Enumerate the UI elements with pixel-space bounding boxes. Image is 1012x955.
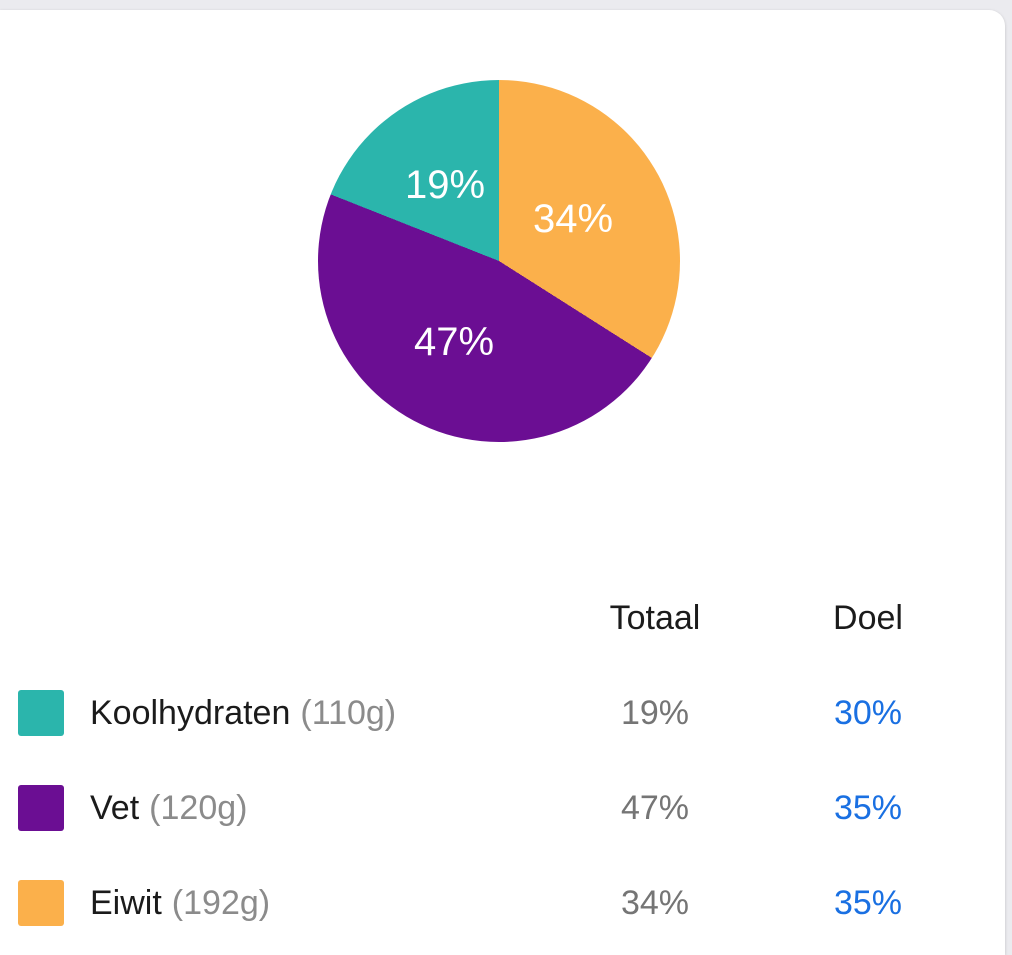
koolhydraten-color-swatch xyxy=(18,690,64,736)
header-totaal: Totaal xyxy=(609,598,701,637)
macro-name: Koolhydraten xyxy=(90,693,291,732)
totaal-value-vet: 47% xyxy=(620,788,690,827)
macros-table: Totaal Doel Koolhydraten (110g) 19% 30% … xyxy=(0,593,1005,928)
macro-grams: (192g) xyxy=(171,883,271,922)
row-label-vet: Vet (120g) xyxy=(0,785,537,831)
vet-color-swatch xyxy=(18,785,64,831)
macros-pie-chart: 34% 47% 19% xyxy=(318,80,680,442)
row-label-eiwit: Eiwit (192g) xyxy=(0,880,537,926)
totaal-value-eiwit: 34% xyxy=(620,883,690,922)
row-label-koolhydraten: Koolhydraten (110g) xyxy=(0,690,537,736)
eiwit-color-swatch xyxy=(18,880,64,926)
macro-grams: (110g) xyxy=(300,693,397,732)
doel-value-vet[interactable]: 35% xyxy=(833,788,903,827)
totaal-value-koolhydraten: 19% xyxy=(620,693,690,732)
macros-card: 34% 47% 19% Totaal Doel Koolhydraten (11… xyxy=(0,10,1005,955)
table-header-row: Totaal Doel xyxy=(0,593,1005,643)
doel-value-eiwit[interactable]: 35% xyxy=(833,883,903,922)
table-row-koolhydraten: Koolhydraten (110g) 19% 30% xyxy=(0,688,1005,738)
table-row-eiwit: Eiwit (192g) 34% 35% xyxy=(0,878,1005,928)
pie-slice-label-koolhydraten: 19% xyxy=(404,163,486,207)
macro-grams: (120g) xyxy=(149,788,248,827)
macro-name: Eiwit xyxy=(90,883,162,922)
pie-slice-label-vet: 47% xyxy=(413,320,495,364)
header-doel: Doel xyxy=(833,598,903,637)
table-row-vet: Vet (120g) 47% 35% xyxy=(0,783,1005,833)
pie-slice-label-eiwit: 34% xyxy=(532,197,614,241)
macro-name: Vet xyxy=(90,788,140,827)
doel-value-koolhydraten[interactable]: 30% xyxy=(833,693,903,732)
